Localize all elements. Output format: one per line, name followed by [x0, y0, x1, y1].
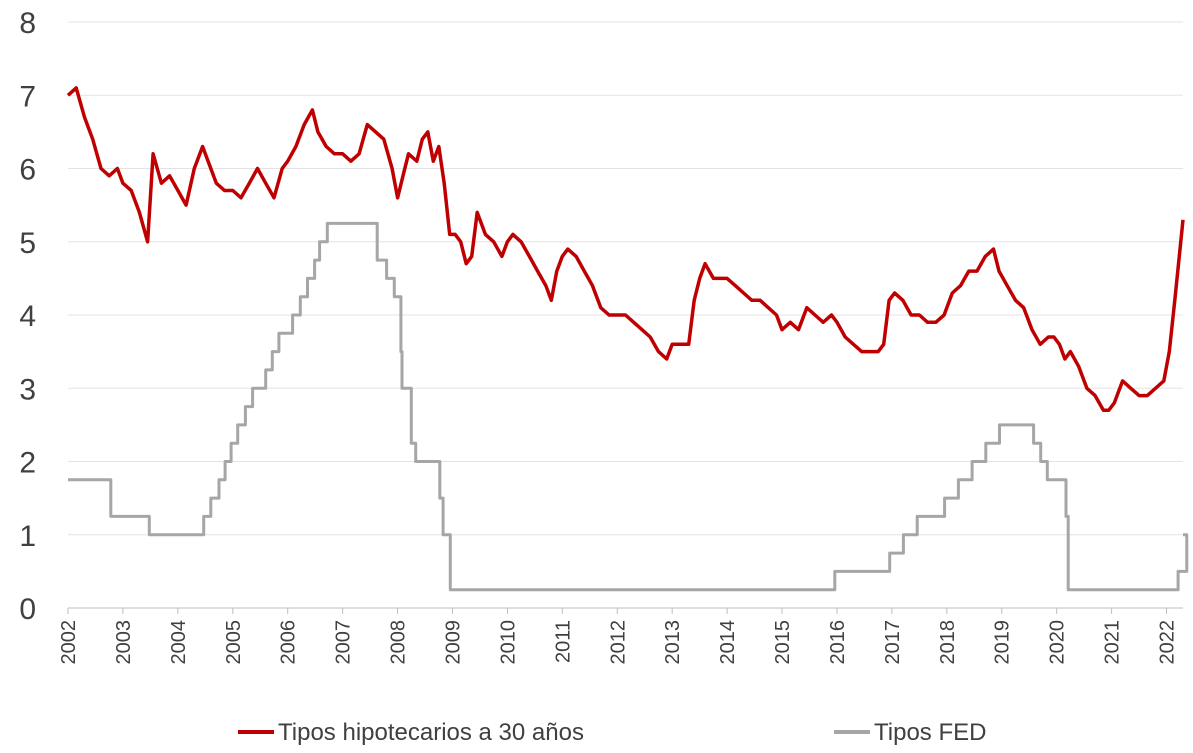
x-tick-label: 2003 — [113, 620, 135, 665]
y-tick-label: 2 — [19, 447, 36, 480]
x-axis: 2002 2003 2004 2005 2006 2007 2008 2009 2010 2011… — [58, 607, 1183, 665]
x-tick-label: 2010 — [497, 620, 519, 665]
x-tick-label: 2016 — [827, 620, 849, 665]
y-tick-label: 1 — [19, 520, 36, 553]
x-tick-label: 2019 — [992, 620, 1014, 665]
y-tick-label: 6 — [19, 154, 36, 187]
y-tick-label: 3 — [19, 373, 36, 406]
y-tick-label: 7 — [19, 80, 36, 113]
series-line-mortgage — [66, 86, 1185, 412]
x-tick-label: 2018 — [937, 620, 959, 665]
legend: Tipos hipotecarios a 30 años Tipos FED — [238, 719, 986, 746]
x-tick-label: 2011 — [552, 620, 574, 663]
y-tick-label: 8 — [19, 7, 36, 40]
x-tick-label: 2015 — [772, 620, 794, 665]
x-tick-label: 2021 — [1102, 620, 1124, 665]
x-tick-label: 2014 — [717, 620, 739, 665]
gridlines — [68, 21, 1183, 536]
x-tick-label: 2012 — [607, 620, 629, 665]
x-tick-label: 2008 — [388, 620, 410, 665]
x-tick-label: 2013 — [662, 620, 684, 665]
legend-label-fed: Tipos FED — [874, 719, 986, 746]
y-tick-label: 4 — [19, 300, 36, 333]
y-tick-label: 0 — [19, 593, 36, 626]
x-tick-label: 2005 — [223, 620, 245, 665]
y-axis-ticks: 0 1 2 3 4 5 6 7 8 — [19, 7, 36, 626]
x-tick-label: 2004 — [168, 620, 190, 665]
x-tick-label: 2006 — [278, 620, 300, 665]
x-tick-label: 2002 — [58, 620, 80, 665]
x-tick-label: 2020 — [1047, 620, 1069, 665]
x-tick-label: 2009 — [442, 620, 464, 665]
x-tick-label: 2007 — [333, 620, 355, 665]
x-tick-label: 2017 — [882, 620, 904, 665]
series-line-fed — [68, 221, 1189, 592]
x-tick-label: 2022 — [1157, 620, 1179, 665]
y-tick-label: 5 — [19, 227, 36, 260]
legend-label-mortgage: Tipos hipotecarios a 30 años — [278, 719, 584, 746]
series-lines — [66, 86, 1189, 592]
